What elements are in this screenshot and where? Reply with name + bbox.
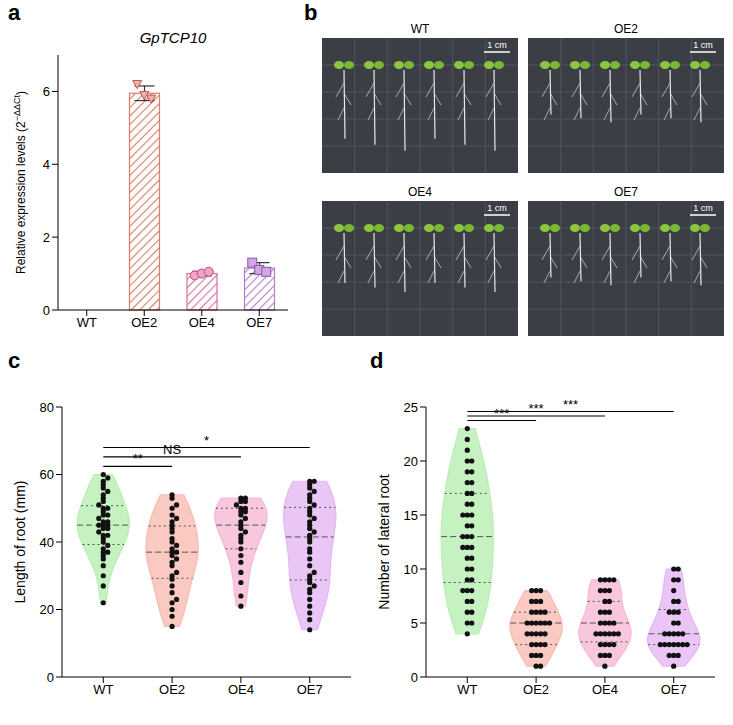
svg-text:0: 0 [47,670,54,685]
svg-text:1 cm: 1 cm [487,40,507,50]
html-text:a: a [8,0,21,25]
svg-text:10: 10 [404,562,418,577]
svg-text:WT: WT [457,682,477,697]
svg-text:WT: WT [93,682,113,697]
svg-text:6: 6 [43,84,50,99]
svg-text:OE4: OE4 [228,682,254,697]
html-text:OE2: OE2 [614,22,638,36]
svg-text:4: 4 [43,157,50,172]
svg-text:OE4: OE4 [592,682,618,697]
svg-text:1 cm: 1 cm [693,40,713,50]
svg-text:40: 40 [40,535,54,550]
html-text:c: c [8,348,21,373]
svg-text:OE7: OE7 [246,315,272,330]
svg-text:2: 2 [43,230,50,245]
svg-text:OE7: OE7 [297,682,323,697]
svg-text:***: *** [529,401,544,416]
svg-text:5: 5 [411,616,418,631]
html-text:d: d [370,348,384,373]
svg-text:15: 15 [404,508,418,523]
html-text:b: b [304,0,318,25]
svg-text:Length of root (mm): Length of root (mm) [12,481,28,604]
html-text:OE4: OE4 [408,185,432,199]
svg-text:80: 80 [40,400,54,415]
svg-text:OE7: OE7 [661,682,687,697]
html-text:GpTCP10: GpTCP10 [139,29,207,46]
svg-text:***: *** [494,406,509,421]
svg-text:1 cm: 1 cm [693,203,713,213]
svg-text:Relative expression levels (2−: Relative expression levels (2−ΔΔCt) [12,91,28,274]
svg-text:***: *** [563,397,578,412]
svg-text:Number of lateral root: Number of lateral root [376,474,392,610]
svg-text:25: 25 [404,400,418,415]
svg-text:0: 0 [411,670,418,685]
svg-text:WT: WT [77,315,97,330]
svg-text:*: * [204,433,209,448]
svg-text:20: 20 [40,602,54,617]
svg-text:OE2: OE2 [131,315,157,330]
html-text:OE7: OE7 [614,185,638,199]
svg-text:OE2: OE2 [523,682,549,697]
svg-text:NS: NS [163,442,181,457]
svg-text:60: 60 [40,467,54,482]
svg-text:0: 0 [43,303,50,318]
svg-text:20: 20 [404,454,418,469]
html-text:WT: WT [410,22,430,36]
svg-text:**: ** [133,451,143,466]
svg-text:OE2: OE2 [159,682,185,697]
svg-text:OE4: OE4 [189,315,215,330]
svg-text:1 cm: 1 cm [487,203,507,213]
